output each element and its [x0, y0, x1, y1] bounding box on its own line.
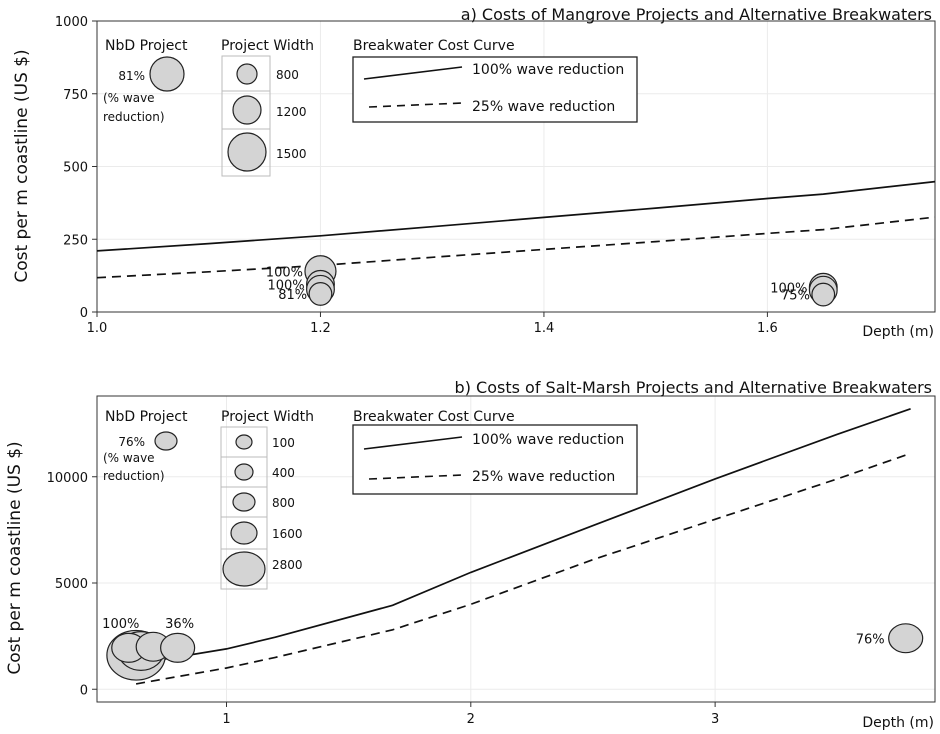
panel-b-legend-width-label-1: 100	[272, 436, 295, 450]
panel-a-legend-width-circle-1	[236, 63, 258, 85]
panel-a-legend-width-circle-2	[232, 95, 262, 125]
curve-100-percent	[96, 180, 936, 252]
panel-a-x-axis-label: Depth (m)	[862, 324, 934, 340]
project-bubble	[160, 632, 196, 663]
y-tick-label: 750	[63, 88, 88, 103]
project-label: 75%	[781, 289, 810, 304]
panel-a-legend-width-key-3	[221, 128, 271, 177]
panel-a-title: a) Costs of Mangrove Projects and Altern…	[461, 5, 932, 24]
panel-b-legend-solid-label: 100% wave reduction	[472, 432, 624, 448]
panel-a-legend-width-label-2: 1200	[276, 105, 307, 119]
panel-b-legend-nbd-title: NbD Project	[105, 409, 188, 425]
panel-a-legend-nbd-circle	[149, 56, 185, 92]
panel-b-legend-solid-line	[363, 436, 463, 450]
panel-a-legend-width-label-3: 1500	[276, 147, 307, 161]
x-tick-label: 1	[222, 712, 230, 727]
panel-b-curves	[135, 407, 911, 685]
project-label: 36%	[165, 617, 194, 632]
panel-a-x-ticks: 1.0 1.2 1.4 1.6	[87, 312, 778, 336]
panel-b-legend-width-label-3: 800	[272, 496, 295, 510]
panel-a-legend-dashed-line	[368, 102, 463, 108]
y-tick-label: 500	[63, 161, 88, 176]
panel-b-legend-width-circle-5	[222, 551, 266, 587]
project-label: 100%	[267, 278, 304, 293]
project-bubble	[888, 623, 924, 654]
panel-b-legend-width-circle-2	[234, 463, 254, 481]
panel-b-legend-dashed-label: 25% wave reduction	[472, 469, 615, 485]
panel-a-legend-curve-title: Breakwater Cost Curve	[353, 38, 515, 54]
panel-b-legend-width-label-5: 2800	[272, 558, 303, 572]
panel-a-legend-nbd: NbD Project 81% (% wave reduction)	[103, 38, 188, 124]
y-tick-label: 5000	[55, 577, 88, 592]
panel-a-legend-width-title: Project Width	[221, 38, 314, 54]
panel-b-x-ticks: 1 2 3	[222, 702, 719, 727]
x-tick-label: 1.0	[87, 321, 108, 336]
project-label: 81%	[278, 288, 307, 303]
panel-a-legend-width-label-1: 800	[276, 68, 299, 82]
panel-a-curves	[96, 180, 936, 279]
panel-b: 100% 36% 76% 1 2 3 0 5000 10000 b) Costs of Sa…	[5, 378, 936, 731]
panel-a-legend-dashed-label: 25% wave reduction	[472, 99, 615, 115]
panel-b-legend-curve-title: Breakwater Cost Curve	[353, 409, 515, 425]
panel-b-y-ticks: 0 5000 10000	[47, 471, 97, 698]
curve-25-percent	[96, 216, 936, 279]
panel-b-legend-dashed-line	[368, 474, 463, 480]
panel-b-legend-curve-box	[352, 424, 638, 495]
curve-25-percent	[135, 452, 911, 685]
panel-a: 100%100%81% 100%75% 1.0 1.2 1.4 1.6 02505007…	[12, 5, 936, 340]
project-label: 100%	[770, 281, 807, 296]
panel-a-legend-curves: Breakwater Cost Curve 100% wave reductio…	[352, 38, 638, 123]
panel-a-bubbles: 100%100%81% 100%75%	[266, 255, 838, 307]
panel-b-legend-width-key-5	[220, 548, 268, 590]
y-tick-label: 10000	[47, 471, 88, 486]
panel-b-legend-width-circle-1	[235, 434, 253, 450]
project-label: 100%	[102, 617, 139, 632]
panel-b-bubbles: 100% 36% 76%	[102, 617, 924, 681]
panel-b-legend-nbd: NbD Project 76% (% wave reduction)	[103, 409, 188, 483]
x-tick-label: 1.6	[757, 321, 778, 336]
panel-a-legend-nbd-pct: 81%	[118, 69, 145, 83]
panel-a-legend-width: Project Width 800 1200 1500	[221, 38, 314, 177]
panel-b-legend-curves: Breakwater Cost Curve 100% wave reductio…	[352, 409, 638, 495]
y-tick-label: 250	[63, 233, 88, 248]
panel-b-legend-width-circle-4	[230, 521, 258, 545]
panel-b-legend-width-label-4: 1600	[272, 527, 303, 541]
panel-a-legend-curve-box	[352, 56, 638, 123]
panel-a-legend-solid-label: 100% wave reduction	[472, 62, 624, 78]
panel-a-legend-nbd-title: NbD Project	[105, 38, 188, 54]
project-label: 76%	[856, 632, 885, 647]
panel-b-title: b) Costs of Salt-Marsh Projects and Alte…	[455, 378, 932, 397]
x-tick-label: 2	[467, 712, 475, 727]
project-label: 100%	[266, 265, 303, 280]
panel-b-legend-nbd-note-1: (% wave	[103, 451, 155, 465]
panel-b-legend-width-circle-3	[232, 492, 256, 512]
panel-b-legend-nbd-note-2: reduction)	[103, 469, 165, 483]
panel-a-legend-width-circle-3	[227, 132, 267, 172]
panel-b-legend-width: Project Width 100 400 800 1600 2800	[220, 409, 314, 590]
panel-a-legend-nbd-note-2: reduction)	[103, 110, 165, 124]
panel-b-frame	[96, 395, 936, 703]
y-tick-label: 0	[80, 306, 88, 321]
panel-b-legend-width-title: Project Width	[221, 409, 314, 425]
panel-a-y-ticks: 0 250 500 750 1000	[55, 15, 97, 321]
x-tick-label: 1.4	[534, 321, 555, 336]
project-bubble	[308, 282, 333, 306]
panel-a-legend-solid-line	[363, 66, 463, 80]
panel-b-legend-nbd-pct: 76%	[118, 435, 145, 449]
x-tick-label: 3	[711, 712, 719, 727]
panel-a-y-axis-label: Cost per m coastline (US $)	[12, 49, 32, 282]
panel-b-y-axis-label: Cost per m coastline (US $)	[5, 441, 25, 674]
x-tick-label: 1.2	[310, 321, 331, 336]
curve-100-percent	[135, 407, 911, 665]
y-tick-label: 0	[80, 683, 88, 698]
panel-a-legend-nbd-note-1: (% wave	[103, 91, 155, 105]
project-bubble	[811, 282, 836, 307]
panel-b-x-axis-label: Depth (m)	[862, 715, 934, 731]
panel-b-legend-nbd-circle	[154, 431, 178, 451]
panel-b-legend-width-label-2: 400	[272, 466, 295, 480]
y-tick-label: 1000	[55, 15, 88, 30]
